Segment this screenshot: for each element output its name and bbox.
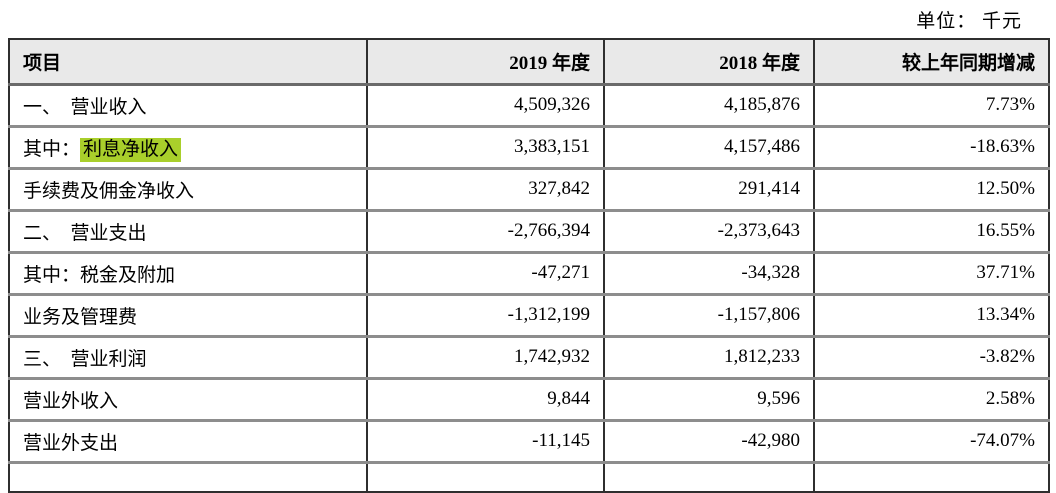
table-row: 其中： 利息净收入 3,383,151 4,157,486 -18.63% xyxy=(8,124,1050,168)
value-cell: -1,312,199 xyxy=(366,292,605,336)
value-cell: 4,157,486 xyxy=(603,124,815,168)
value-cell: 9,844 xyxy=(366,376,605,420)
item-text: 一、 营业收入 xyxy=(23,96,147,118)
table-row: 一、 营业收入 4,509,326 4,185,876 7.73% xyxy=(8,84,1050,126)
item-text: 手续费及佣金净收入 xyxy=(23,180,195,202)
value-cell: 2.58% xyxy=(813,376,1050,420)
table-row: 业务及管理费 -1,312,199 -1,157,806 13.34% xyxy=(8,292,1050,336)
table-row: 三、 营业利润 1,742,932 1,812,233 -3.82% xyxy=(8,334,1050,378)
table-row: 营业外收入 9,844 9,596 2.58% xyxy=(8,376,1050,420)
value-cell: 4,509,326 xyxy=(366,84,605,126)
value-cell: -47,271 xyxy=(366,250,605,294)
partial-cell xyxy=(603,460,815,492)
item-cell: 手续费及佣金净收入 xyxy=(8,166,368,210)
item-cell: 业务及管理费 xyxy=(8,292,368,336)
item-prefix: 其中： xyxy=(23,138,81,160)
value-cell: 13.34% xyxy=(813,292,1050,336)
value-cell: 37.71% xyxy=(813,250,1050,294)
value-cell: 1,812,233 xyxy=(603,334,815,378)
table-row: 营业外支出 -11,145 -42,980 -74.07% xyxy=(8,418,1050,462)
table-row: 手续费及佣金净收入 327,842 291,414 12.50% xyxy=(8,166,1050,210)
item-cell: 营业外支出 xyxy=(8,418,368,462)
item-text: 营业外收入 xyxy=(23,390,119,412)
item-cell: 二、 营业支出 xyxy=(8,208,368,252)
value-cell: 16.55% xyxy=(813,208,1050,252)
value-cell: 327,842 xyxy=(366,166,605,210)
header-row: 项目 2019 年度 2018 年度 较上年同期增减 xyxy=(8,39,1050,86)
item-cell: 营业外收入 xyxy=(8,376,368,420)
value-cell: -3.82% xyxy=(813,334,1050,378)
item-text: 三、 营业利润 xyxy=(23,348,147,370)
unit-label: 单位： 千元 xyxy=(916,11,1022,32)
item-text: 业务及管理费 xyxy=(23,306,138,328)
value-cell: -34,328 xyxy=(603,250,815,294)
income-statement-table: 项目 2019 年度 2018 年度 较上年同期增减 一、 营业收入 4,509,… xyxy=(8,38,1050,493)
value-cell: -18.63% xyxy=(813,124,1050,168)
table-row: 二、 营业支出 -2,766,394 -2,373,643 16.55% xyxy=(8,208,1050,252)
item-cell: 其中：税金及附加 xyxy=(8,250,368,294)
partial-cell xyxy=(8,460,368,492)
item-text: 二、 营业支出 xyxy=(23,222,147,244)
value-cell: 7.73% xyxy=(813,84,1050,126)
value-cell: -1,157,806 xyxy=(603,292,815,336)
value-cell: -2,766,394 xyxy=(366,208,605,252)
partial-cell xyxy=(366,460,605,492)
value-cell: -74.07% xyxy=(813,418,1050,462)
value-cell: -2,373,643 xyxy=(603,208,815,252)
partial-cell xyxy=(813,460,1050,492)
item-text: 其中：税金及附加 xyxy=(23,264,176,286)
table-row: 其中：税金及附加 -47,271 -34,328 37.71% xyxy=(8,250,1050,294)
header-change: 较上年同期增减 xyxy=(813,39,1050,86)
value-cell: -11,145 xyxy=(366,418,605,462)
value-cell: 3,383,151 xyxy=(366,124,605,168)
item-cell: 三、 营业利润 xyxy=(8,334,368,378)
value-cell: 9,596 xyxy=(603,376,815,420)
header-item: 项目 xyxy=(8,39,368,86)
header-2018: 2018 年度 xyxy=(603,39,815,86)
value-cell: 291,414 xyxy=(603,166,815,210)
value-cell: 4,185,876 xyxy=(603,84,815,126)
header-2019: 2019 年度 xyxy=(366,39,605,86)
item-cell: 其中： 利息净收入 xyxy=(8,124,368,168)
table-body: 一、 营业收入 4,509,326 4,185,876 7.73% 其中： 利息净收入 3,… xyxy=(8,84,1050,492)
item-text: 营业外支出 xyxy=(23,432,119,454)
highlighted-item-text: 利息净收入 xyxy=(80,137,182,162)
value-cell: 12.50% xyxy=(813,166,1050,210)
value-cell: -42,980 xyxy=(603,418,815,462)
partial-row xyxy=(8,460,1050,492)
item-cell: 一、 营业收入 xyxy=(8,84,368,126)
value-cell: 1,742,932 xyxy=(366,334,605,378)
